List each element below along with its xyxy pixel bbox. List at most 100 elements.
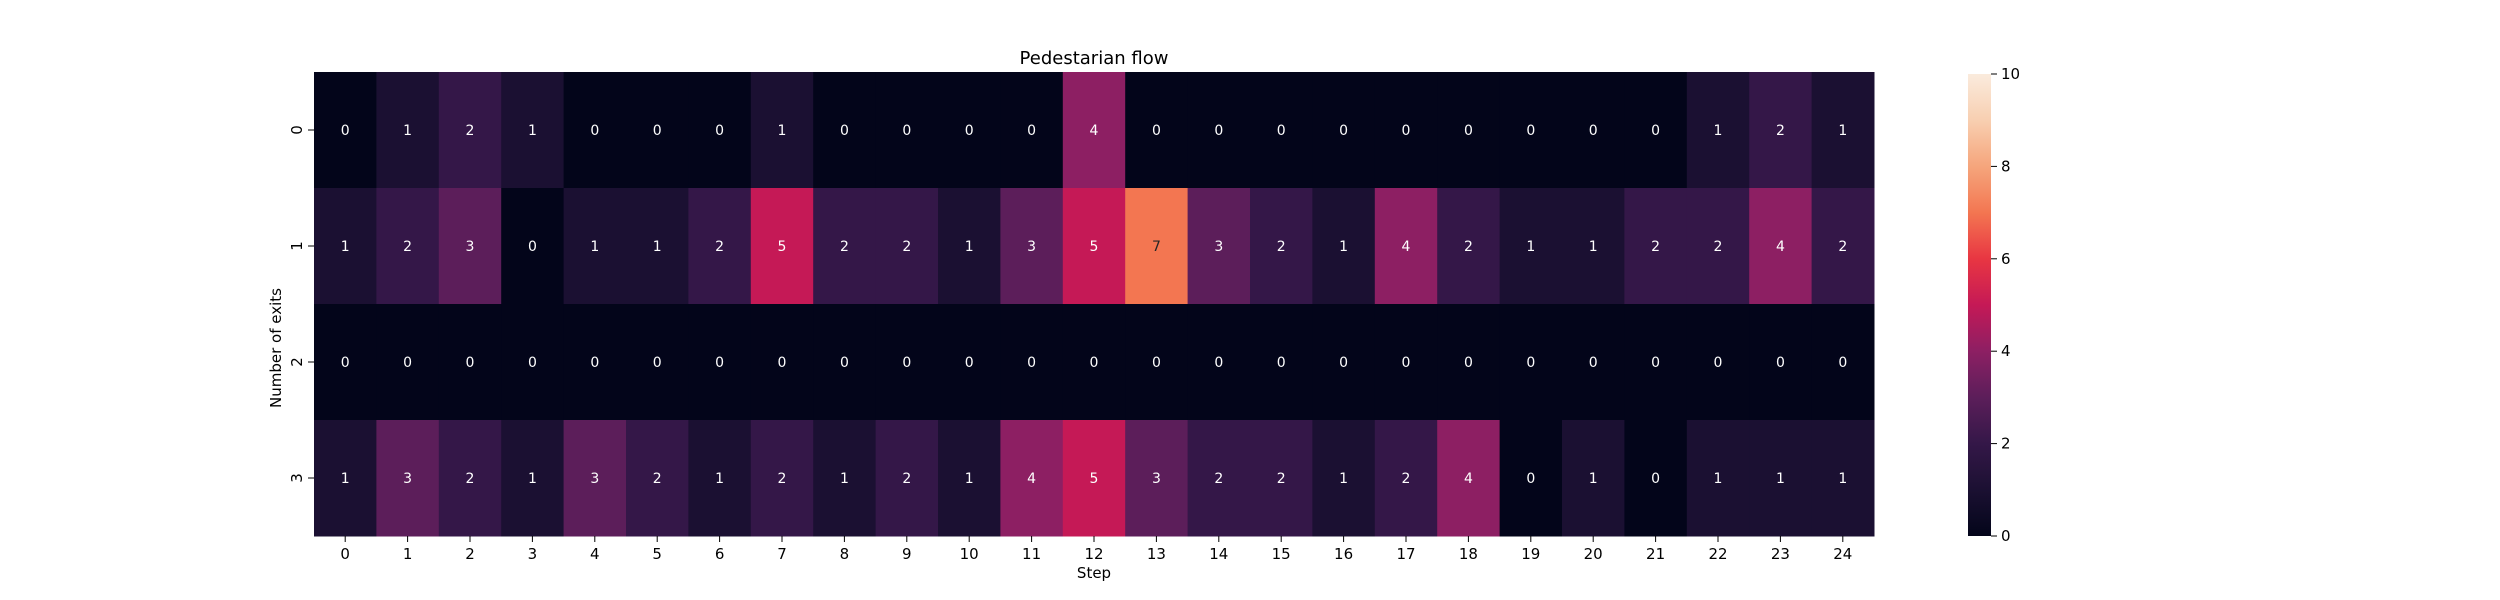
heatmap-cell xyxy=(1562,304,1625,421)
cell-value-label: 1 xyxy=(1339,471,1348,487)
heatmap-cell xyxy=(1374,188,1438,305)
cell-value-label: 5 xyxy=(1090,471,1099,487)
x-tick-label: 9 xyxy=(902,545,912,563)
cell-value-label: 2 xyxy=(653,471,662,487)
heatmap-cell xyxy=(750,72,814,189)
heatmap-cell xyxy=(875,72,939,189)
cell-value-label: 0 xyxy=(1589,355,1598,371)
cell-value-label: 0 xyxy=(1152,355,1161,371)
x-tick-label: 1 xyxy=(403,545,413,563)
heatmap-cell xyxy=(938,188,1001,305)
heatmap-cell xyxy=(1000,304,1064,421)
heatmap-cell xyxy=(563,420,627,537)
cell-value-label: 0 xyxy=(1714,355,1723,371)
x-tick-label: 20 xyxy=(1584,545,1603,563)
heatmap-cell xyxy=(1250,420,1313,537)
heatmap-cell xyxy=(1624,304,1688,421)
cell-value-label: 0 xyxy=(1027,355,1036,371)
cell-value-label: 4 xyxy=(1776,239,1785,255)
cell-value-label: 0 xyxy=(902,123,911,139)
heatmap-cell xyxy=(1062,304,1126,421)
heatmap-cell xyxy=(1250,72,1313,189)
heatmap-cell xyxy=(1811,72,1875,189)
cell-value-label: 2 xyxy=(715,239,724,255)
cell-value-label: 1 xyxy=(1714,471,1723,487)
cell-value-label: 1 xyxy=(1526,239,1535,255)
cell-value-label: 1 xyxy=(1776,471,1785,487)
cell-value-label: 0 xyxy=(341,123,350,139)
cell-value-label: 2 xyxy=(902,471,911,487)
heatmap-cell xyxy=(501,304,565,421)
y-tick-label: 2 xyxy=(288,357,306,367)
colorbar xyxy=(1968,74,1991,536)
cell-value-label: 0 xyxy=(840,355,849,371)
heatmap-cell xyxy=(438,304,502,421)
heatmap-cell xyxy=(1125,188,1189,305)
cell-value-label: 2 xyxy=(1838,239,1847,255)
heatmap-cell xyxy=(1250,188,1313,305)
cell-value-label: 3 xyxy=(1214,239,1223,255)
x-tick-label: 16 xyxy=(1334,545,1353,563)
cell-value-label: 2 xyxy=(1402,471,1411,487)
heatmap-cell xyxy=(1499,304,1563,421)
x-tick-label: 3 xyxy=(528,545,538,563)
heatmap-cell xyxy=(875,304,939,421)
heatmap-cell xyxy=(1437,420,1501,537)
heatmap-cell xyxy=(1000,188,1064,305)
cell-value-label: 5 xyxy=(778,239,787,255)
cell-value-label: 1 xyxy=(1714,123,1723,139)
x-tick-label: 17 xyxy=(1396,545,1415,563)
x-tick-label: 6 xyxy=(715,545,725,563)
heatmap-cell xyxy=(1374,420,1438,537)
x-tick-label: 19 xyxy=(1521,545,1540,563)
heatmap-cell xyxy=(1374,72,1438,189)
cell-value-label: 1 xyxy=(528,471,537,487)
cell-value-label: 0 xyxy=(1464,355,1473,371)
x-tick-label: 7 xyxy=(777,545,787,563)
x-tick-label: 21 xyxy=(1646,545,1665,563)
cell-value-label: 0 xyxy=(778,355,787,371)
x-tick-label: 22 xyxy=(1708,545,1727,563)
heatmap-cell xyxy=(501,420,565,537)
x-tick-label: 0 xyxy=(340,545,350,563)
heatmap-cell xyxy=(314,72,377,189)
heatmap-cell xyxy=(938,304,1001,421)
cell-value-label: 2 xyxy=(1651,239,1660,255)
heatmap-cell xyxy=(376,420,440,537)
cell-value-label: 0 xyxy=(590,123,599,139)
heatmap-cell xyxy=(1062,72,1126,189)
heatmap-cell xyxy=(1312,420,1376,537)
heatmap-cell xyxy=(1811,188,1875,305)
heatmap-cell xyxy=(563,72,627,189)
heatmap-cell xyxy=(438,188,502,305)
heatmap-cell xyxy=(1686,188,1750,305)
x-tick-label: 8 xyxy=(840,545,850,563)
x-axis-ticks: 0 1 2 3 4 5 6 7 8 9 10 11 12 13 14 15 16 17 18 19 20 21 22 23 24 xyxy=(340,536,1852,563)
heatmap-cell xyxy=(501,188,565,305)
cell-value-label: 0 xyxy=(715,123,724,139)
heatmap-cell xyxy=(1250,304,1313,421)
cell-value-label: 3 xyxy=(466,239,475,255)
cell-value-label: 4 xyxy=(1090,123,1099,139)
heatmap-cell xyxy=(376,188,440,305)
cell-value-label: 1 xyxy=(528,123,537,139)
cell-value-label: 1 xyxy=(341,471,350,487)
cell-value-label: 0 xyxy=(1526,355,1535,371)
cell-value-label: 2 xyxy=(1277,471,1286,487)
heatmap-cell xyxy=(1749,72,1813,189)
cell-value-label: 2 xyxy=(1714,239,1723,255)
cell-value-label: 0 xyxy=(1776,355,1785,371)
x-tick-label: 10 xyxy=(960,545,979,563)
cell-value-label: 0 xyxy=(528,239,537,255)
cell-value-label: 1 xyxy=(965,471,974,487)
cell-value-label: 0 xyxy=(1214,123,1223,139)
cell-value-label: 0 xyxy=(403,355,412,371)
cell-value-label: 2 xyxy=(1464,239,1473,255)
cell-value-label: 2 xyxy=(778,471,787,487)
cell-value-label: 0 xyxy=(1526,471,1535,487)
heatmap-cell xyxy=(438,72,502,189)
cell-value-label: 2 xyxy=(466,471,475,487)
heatmap-cell xyxy=(688,72,752,189)
heatmap-cell xyxy=(1437,304,1501,421)
cell-value-label: 1 xyxy=(965,239,974,255)
